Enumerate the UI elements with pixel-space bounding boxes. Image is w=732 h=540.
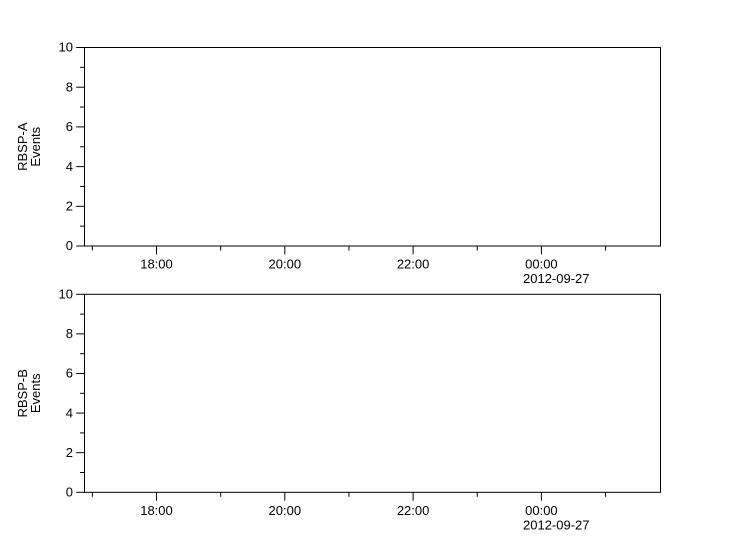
svg-text:10: 10 bbox=[59, 40, 73, 55]
svg-text:20:00: 20:00 bbox=[269, 257, 302, 272]
svg-text:00:00: 00:00 bbox=[525, 257, 558, 272]
svg-text:6: 6 bbox=[66, 119, 73, 134]
svg-text:6: 6 bbox=[66, 366, 73, 381]
svg-text:0: 0 bbox=[66, 238, 73, 253]
svg-text:4: 4 bbox=[66, 159, 73, 174]
svg-text:8: 8 bbox=[66, 79, 73, 94]
svg-text:Events: Events bbox=[28, 373, 43, 413]
svg-text:2012-09-27: 2012-09-27 bbox=[523, 271, 590, 286]
svg-text:4: 4 bbox=[66, 405, 73, 420]
svg-text:10: 10 bbox=[59, 287, 73, 302]
svg-text:22:00: 22:00 bbox=[397, 503, 430, 518]
svg-text:0: 0 bbox=[66, 485, 73, 500]
svg-text:2012-09-27: 2012-09-27 bbox=[523, 517, 590, 532]
svg-text:00:00: 00:00 bbox=[525, 503, 558, 518]
svg-text:2: 2 bbox=[66, 445, 73, 460]
svg-text:8: 8 bbox=[66, 326, 73, 341]
svg-text:18:00: 18:00 bbox=[140, 257, 173, 272]
svg-text:22:00: 22:00 bbox=[397, 257, 430, 272]
svg-text:18:00: 18:00 bbox=[140, 503, 173, 518]
svg-text:2: 2 bbox=[66, 199, 73, 214]
svg-text:20:00: 20:00 bbox=[269, 503, 302, 518]
svg-text:Events: Events bbox=[28, 126, 43, 166]
